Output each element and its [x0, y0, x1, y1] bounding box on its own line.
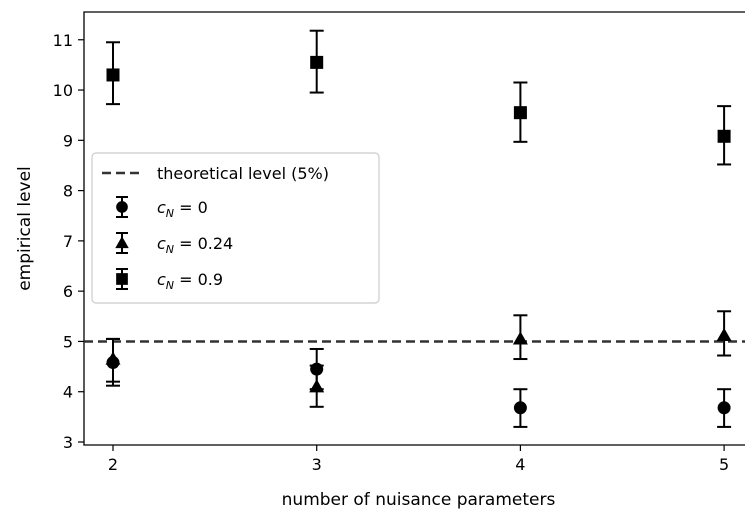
legend-label-value: = 0 [174, 198, 208, 217]
y-axis-label: empirical level [15, 166, 35, 291]
x-tick-label: 5 [719, 455, 729, 474]
y-tick-label: 9 [63, 131, 73, 150]
y-tick-label: 8 [63, 182, 73, 201]
legend-label-subscript: N [166, 279, 174, 292]
data-point-circle [310, 362, 324, 376]
data-point-circle [513, 401, 527, 415]
data-point-square [717, 129, 731, 143]
data-point-triangle [105, 351, 121, 365]
legend-label-symbol: c [157, 198, 166, 217]
data-point-triangle [512, 331, 528, 345]
legend-label-reference-line: theoretical level (5%) [157, 164, 329, 183]
legend-label-symbol: c [157, 270, 166, 289]
legend: theoretical level (5%)cN = 0cN = 0.24cN … [91, 152, 380, 304]
legend-label-subscript: N [166, 207, 174, 220]
y-tick-label: 5 [63, 332, 73, 351]
y-tick-label: 7 [63, 232, 73, 251]
data-point-square [513, 106, 527, 120]
y-tick-label: 3 [63, 433, 73, 452]
data-point-square [106, 68, 120, 82]
legend-label-value: = 0.9 [174, 270, 223, 289]
data-point-square [310, 55, 324, 69]
x-axis-label: number of nuisance parameters [282, 490, 556, 509]
data-point-circle [717, 401, 731, 415]
legend-box [91, 152, 380, 304]
axes-layer: 3 4 5 6 7 8 9 10 11 2 3 4 5 [53, 11, 745, 474]
y-tick-label: 6 [63, 282, 73, 301]
legend-label-value: = 0.24 [174, 234, 233, 253]
legend-swatch-square [116, 273, 128, 285]
y-tick-label: 4 [63, 383, 73, 402]
y-tick-label: 11 [53, 31, 73, 50]
plot-frame [83, 11, 745, 446]
legend-label-series: cN = 0.24 [157, 234, 233, 256]
data-point-triangle [309, 379, 325, 393]
data-point-triangle [716, 327, 732, 342]
x-tick-label: 2 [108, 455, 118, 474]
y-tick-label: 10 [53, 81, 73, 100]
legend-label-series: cN = 0.9 [157, 270, 223, 292]
legend-swatch-circle [116, 201, 128, 213]
x-tick-label: 4 [515, 455, 525, 474]
x-tick-label: 3 [312, 455, 322, 474]
legend-label-subscript: N [166, 243, 174, 256]
markers-layer [105, 55, 732, 415]
legend-swatch-triangle [115, 236, 129, 249]
legend-label-series: cN = 0 [157, 198, 208, 220]
legend-label-symbol: c [157, 234, 166, 253]
